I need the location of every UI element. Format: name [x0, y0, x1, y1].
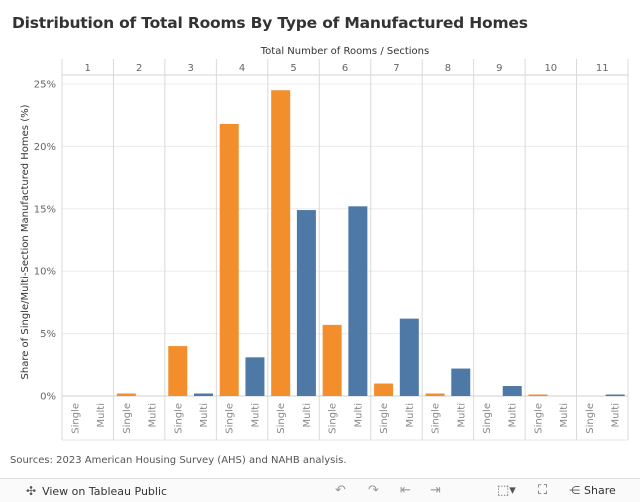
group-header-label: 4 [239, 63, 245, 74]
bar-multi [296, 210, 316, 396]
group-header-label: 2 [136, 63, 142, 74]
redo-icon[interactable]: ↷ [368, 483, 379, 498]
group-header-label: 3 [187, 63, 193, 74]
y-tick-label: 20% [34, 142, 56, 153]
y-tick-label: 15% [34, 204, 56, 215]
undo-icon[interactable]: ↶ [335, 483, 346, 498]
x-sublabel-single: Single [173, 403, 184, 434]
y-tick-label: 5% [40, 329, 56, 340]
share-label: Share [584, 484, 616, 497]
x-sublabel-multi: Multi [96, 403, 107, 427]
bar-single [116, 393, 136, 396]
bar-multi [451, 368, 471, 396]
share-icon: ⋲ [569, 484, 580, 497]
bar-multi [245, 357, 265, 396]
y-axis-title: Share of Single/Multi-Section Manufactur… [20, 104, 31, 379]
x-sublabel-multi: Multi [250, 403, 261, 427]
bar-single [322, 324, 342, 396]
x-sublabel-multi: Multi [405, 403, 416, 427]
bar-single [528, 394, 548, 396]
y-tick-label: 25% [34, 80, 56, 91]
group-header-label: 7 [393, 63, 399, 74]
bar-multi [605, 394, 625, 396]
view-on-tableau-label: View on Tableau Public [42, 484, 168, 498]
bar-single [425, 393, 445, 396]
forward-icon[interactable]: ⇥ [430, 483, 441, 498]
fullscreen-icon[interactable]: ⛶ [538, 483, 548, 498]
x-sublabel-single: Single [225, 403, 236, 434]
x-sublabel-single: Single [533, 403, 544, 434]
x-sublabel-single: Single [431, 403, 442, 434]
chart-title: Distribution of Total Rooms By Type of M… [12, 14, 528, 32]
bar-single [219, 123, 239, 396]
x-sublabel-multi: Multi [456, 403, 467, 427]
x-sublabel-single: Single [585, 403, 596, 434]
group-header-label: 1 [85, 63, 91, 74]
x-sublabel-multi: Multi [148, 403, 159, 427]
x-sublabel-single: Single [482, 403, 493, 434]
bar-multi [399, 318, 419, 396]
source-note: Sources: 2023 American Housing Survey (A… [10, 455, 347, 466]
x-sublabel-multi: Multi [508, 403, 519, 427]
share-button[interactable]: ⋲ Share [569, 484, 616, 497]
bar-single [271, 90, 291, 397]
x-sublabel-single: Single [379, 403, 390, 434]
x-sublabel-single: Single [122, 403, 133, 434]
x-sublabel-multi: Multi [559, 403, 570, 427]
y-tick-label: 10% [34, 267, 56, 278]
group-header-label: 9 [496, 63, 502, 74]
x-sublabel-single: Single [328, 403, 339, 434]
bar-single [168, 346, 188, 396]
bar-multi [348, 206, 368, 396]
group-header-label: 8 [445, 63, 451, 74]
group-header-label: 5 [290, 63, 296, 74]
tableau-toolbar: ✣ View on Tableau Public ↶ ↷ ⇤ ⇥ ⬚▾ ⛶ ⋲ … [0, 478, 640, 502]
view-on-tableau-link[interactable]: ✣ View on Tableau Public [26, 484, 167, 498]
bar-multi [502, 386, 522, 396]
x-sublabel-single: Single [70, 403, 81, 434]
x-sublabel-multi: Multi [611, 403, 622, 427]
chart-svg: Total Number of Rooms / Sections 0% 5% 10% 1… [20, 46, 629, 441]
x-sublabel-multi: Multi [302, 403, 313, 427]
revert-icon[interactable]: ⇤ [400, 483, 411, 498]
tableau-logo-icon: ✣ [26, 484, 37, 498]
bar-multi [194, 393, 213, 396]
group-header-label: 11 [596, 63, 609, 74]
bar-single [374, 383, 394, 396]
column-header-title: Total Number of Rooms / Sections [260, 46, 429, 57]
download-icon[interactable]: ⬚▾ [497, 483, 516, 498]
group-header-label: 6 [342, 63, 348, 74]
x-sublabel-single: Single [276, 403, 287, 434]
group-header-label: 10 [544, 63, 557, 74]
x-sublabel-multi: Multi [199, 403, 210, 427]
x-sublabel-multi: Multi [353, 403, 364, 427]
y-tick-label: 0% [40, 392, 56, 403]
